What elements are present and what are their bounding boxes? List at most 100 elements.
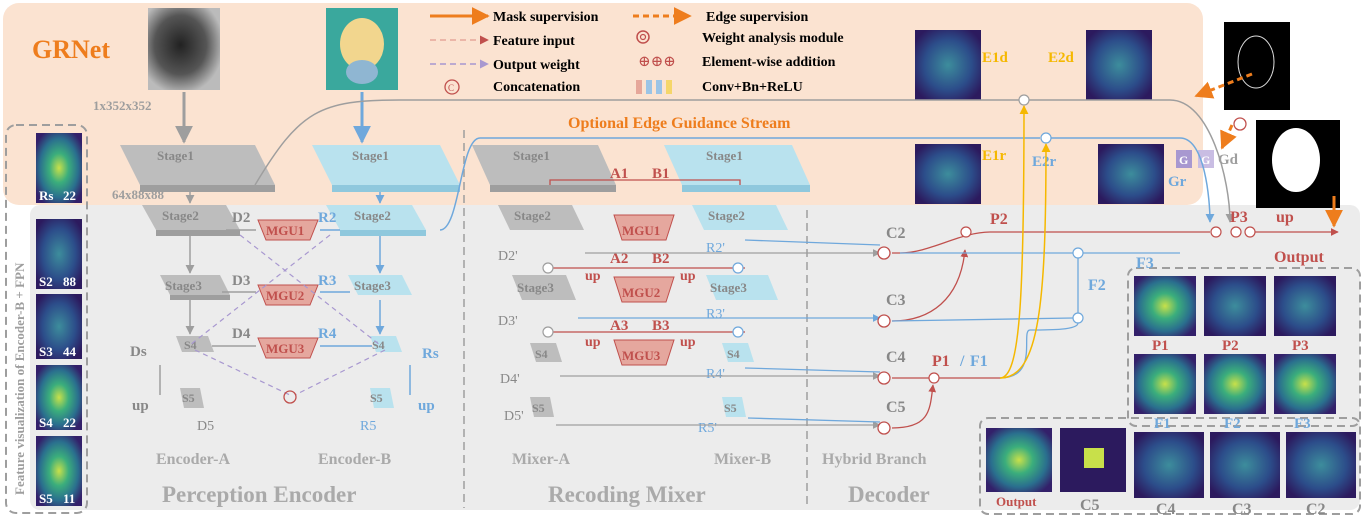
mix-b-stage3: Stage3 [710, 280, 747, 295]
mix-b-stage2: Stage2 [708, 208, 745, 223]
title-mixer-b: Mixer-B [714, 451, 771, 468]
gd-label: Gd [1218, 152, 1239, 168]
label-slash: / [959, 353, 965, 370]
label-up-dec: up [1276, 209, 1294, 226]
rgb-figure-icon [340, 18, 384, 70]
mix-mgu1: MGU1 [622, 223, 660, 238]
map-f2: F2 [1224, 416, 1241, 432]
label-p1: P1 [932, 353, 950, 370]
label-d3: D3 [232, 273, 250, 289]
enc-a-s5: S5 [182, 391, 195, 405]
title-decoder: Decoder [848, 482, 930, 507]
label-p2: P2 [990, 211, 1008, 228]
label-c5: C5 [886, 399, 906, 416]
label-p3: P3 [1230, 209, 1248, 226]
e1r-map [915, 144, 981, 204]
e1r-label: E1r [982, 148, 1007, 164]
side-map-1-name: Rs [39, 188, 53, 203]
mgu1-label: MGU1 [266, 223, 304, 238]
edge-gt-image [1224, 22, 1290, 110]
mix-a-stage3: Stage3 [517, 280, 554, 295]
mix-up-4: up [680, 335, 696, 350]
decoder-concat-nodes [877, 246, 891, 435]
bottom-c5: C5 [1080, 497, 1100, 514]
mix-b-s5: S5 [724, 401, 737, 415]
gr-g: G [1179, 153, 1188, 167]
encoder-mgus [257, 219, 319, 359]
enc-b-stage3: Stage3 [354, 278, 391, 293]
mix-a-s5: S5 [532, 401, 545, 415]
title-recoding: Recoding Mixer [548, 482, 706, 507]
label-r2p: R2' [706, 241, 725, 256]
enc-b-stage2: Stage2 [354, 208, 391, 223]
label-f2: F2 [1088, 277, 1106, 294]
encoder-b-stages [312, 145, 460, 408]
map-f1: F1 [1154, 416, 1171, 432]
label-r5p: R5' [698, 421, 717, 436]
label-r4p: R4' [706, 367, 725, 382]
side-maps [36, 133, 82, 506]
e1d-map [915, 30, 981, 100]
legend-conv-bn-relu: Conv+Bn+ReLU [702, 80, 803, 95]
title-hybrid: Hybrid Branch [822, 451, 927, 468]
mixer-b-stages [664, 145, 810, 417]
peach-background [3, 3, 1203, 205]
bottom-maps-box [979, 417, 1361, 515]
side-map-3-name: S3 [39, 344, 53, 359]
gr-label: Gr [1168, 174, 1187, 190]
legend-element-wise: Element-wise addition [702, 55, 836, 70]
bottom-maps [986, 428, 1356, 498]
enc-b-s5: S5 [370, 391, 383, 405]
mix-up-2: up [680, 269, 696, 284]
enc-a-stage2: Stage2 [162, 208, 199, 223]
enc-a-s4: S4 [184, 338, 197, 352]
label-r2: R2 [318, 210, 336, 226]
label-a1: A1 [610, 166, 628, 182]
e2r-label: E2r [1032, 154, 1057, 170]
map-p2: P2 [1222, 338, 1239, 354]
side-map-4-size: 22 [63, 415, 76, 430]
input-size-label: 1x352x352 [93, 98, 152, 113]
e1d-label: E1d [982, 50, 1009, 66]
enc-b-stage1: Stage1 [352, 148, 389, 163]
gr-block [1176, 150, 1192, 168]
mix-a-s4: S4 [535, 347, 548, 361]
label-rs: Rs [422, 346, 439, 362]
label-output-dec: Output [1274, 249, 1324, 266]
label-f1-dec: F1 [970, 353, 988, 370]
mix-mgu3: MGU3 [622, 348, 661, 363]
legend-concatenation: Concatenation [493, 80, 580, 95]
title-perception: Perception Encoder [162, 482, 356, 507]
enc-a-stage1: Stage1 [157, 148, 194, 163]
label-b3: B3 [652, 318, 670, 334]
mix-a-stage2: Stage2 [514, 208, 551, 223]
enc-a-stage3: Stage3 [165, 278, 202, 293]
depth-input-image [148, 8, 220, 90]
label-c2: C2 [886, 225, 906, 242]
legend-output-weight: Output weight [493, 58, 580, 73]
label-a2: A2 [610, 251, 628, 267]
right-maps-box [1127, 267, 1361, 427]
label-f3: F3 [1136, 255, 1154, 272]
weight-analysis-icon [636, 30, 650, 44]
mix-b-s4: S4 [727, 347, 740, 361]
concat-c: C [448, 83, 454, 93]
gd-g: G [1201, 153, 1210, 167]
mix-a-stage1: Stage1 [513, 148, 550, 163]
enc-b-s4: S4 [372, 338, 385, 352]
mixer-a-stages [472, 145, 616, 417]
legend-feature-input: Feature input [493, 34, 575, 49]
mask-shape-icon [1272, 128, 1320, 192]
e2r-map [1098, 144, 1164, 204]
title-mixer-a: Mixer-A [512, 451, 570, 468]
label-c4: C4 [886, 349, 906, 366]
mix-b-stage1: Stage1 [706, 148, 743, 163]
encoder-a-stages [120, 145, 275, 408]
side-map-5-name: S5 [39, 491, 53, 506]
side-map-5-size: 11 [63, 491, 75, 506]
map-f3: F3 [1294, 416, 1311, 432]
label-d3p: D3' [498, 314, 518, 329]
label-d4: D4 [232, 326, 251, 342]
concatenation-icon [444, 79, 460, 95]
